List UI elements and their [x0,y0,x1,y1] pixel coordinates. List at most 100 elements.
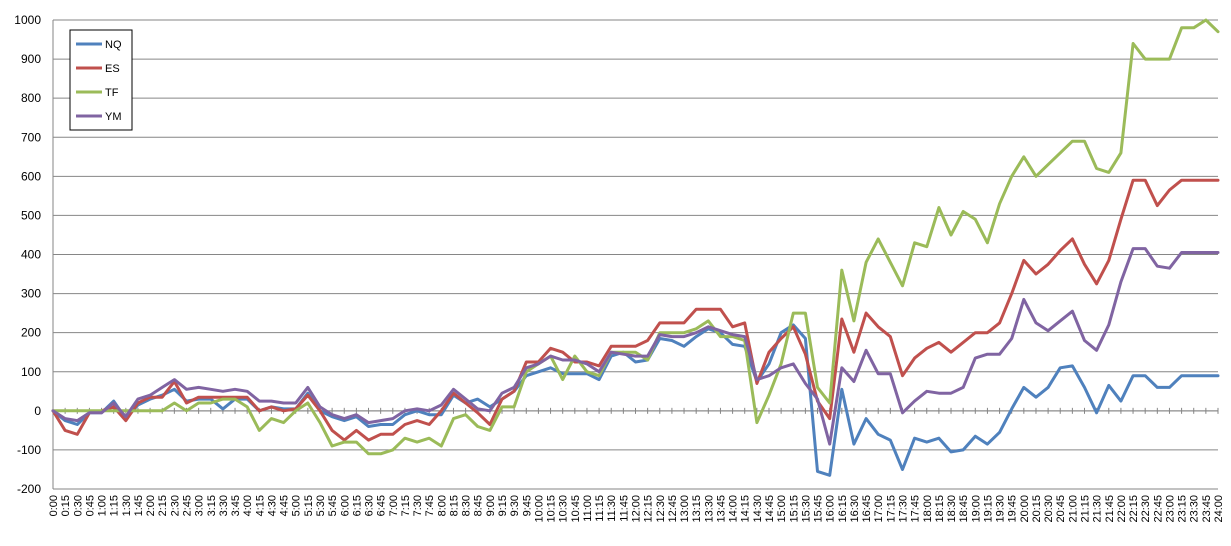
y-tick-label: -200 [17,482,41,496]
x-tick-label: 16:00 [825,495,837,523]
series-line-tf [51,18,1220,456]
x-tick-label: 12:45 [667,495,679,523]
x-tick-label: 5:45 [327,495,339,516]
x-tick-label: 23:15 [1177,495,1189,523]
x-tick-label: 7:45 [424,495,436,516]
x-tick-label: 10:45 [570,495,582,523]
x-tick-label: 24:00 [1213,495,1225,523]
x-tick-label: 8:45 [473,495,485,516]
legend-label-es: ES [105,63,120,75]
x-tick-label: 15:45 [813,495,825,523]
x-tick-label: 21:30 [1092,495,1104,523]
x-tick-label: 11:45 [618,495,630,522]
x-tick-label: 7:15 [400,495,412,516]
x-tick-label: 11:30 [606,495,618,522]
y-tick-label: 300 [21,287,41,301]
y-axis-tick-labels: -200 -100 0 100 200 300 400 500 600 700 800 900 1000 [14,13,41,496]
legend-label-ym: YM [105,111,122,123]
x-tick-label: 7:30 [412,495,424,516]
legend-label-tf: TF [105,87,119,99]
x-tick-label: 15:00 [776,495,788,523]
x-tick-label: 21:45 [1104,495,1116,523]
legend: NQ ES TF YM [69,29,133,131]
x-tick-label: 13:15 [691,495,703,523]
x-tick-label: 5:15 [303,495,315,516]
x-tick-label: 14:30 [752,495,764,523]
legend-box [69,29,133,131]
gridlines [53,19,1218,490]
x-tick-label: 11:00 [582,495,594,522]
y-tick-label: 100 [21,365,41,379]
y-tick-label: 800 [21,91,41,105]
x-tick-label: 7:00 [388,495,400,516]
x-tick-label: 22:30 [1140,495,1152,523]
x-tick-label: 3:00 [194,495,206,516]
x-tick-label: 19:30 [995,495,1007,523]
x-tick-label: 11:15 [594,495,606,522]
x-tick-label: 22:15 [1128,495,1140,523]
x-tick-label: 6:00 [339,495,351,516]
x-tick-label: 6:30 [364,495,376,516]
x-tick-label: 14:15 [740,495,752,523]
y-tick-label: 900 [21,52,41,66]
x-tick-label: 0:30 [72,495,84,516]
x-tick-label: 10:00 [533,495,545,523]
x-tick-label: 4:00 [242,495,254,516]
series-line-ym [51,247,1220,446]
x-tick-label: 9:00 [485,495,497,516]
x-tick-label: 17:30 [897,495,909,523]
x-tick-label: 1:30 [121,495,133,516]
y-tick-label: -100 [17,443,41,457]
legend-label-nq: NQ [105,39,122,51]
x-tick-label: 19:15 [982,495,994,523]
x-tick-label: 14:00 [728,495,740,523]
x-tick-label: 18:15 [934,495,946,523]
x-tick-label: 6:15 [351,495,363,516]
x-tick-label: 13:00 [679,495,691,523]
x-tick-label: 17:00 [873,495,885,523]
x-tick-label: 12:00 [631,495,643,523]
y-tick-label: 400 [21,248,41,262]
x-tick-label: 16:45 [861,495,873,523]
x-tick-label: 9:45 [521,495,533,516]
x-tick-label: 13:45 [715,495,727,523]
x-axis: 0:00 0:15 0:30 0:45 1:00 1:15 1:30 1:45 2:00 2:15… [48,20,1225,523]
x-tick-label: 12:15 [643,495,655,523]
x-tick-label: 17:45 [910,495,922,523]
x-tick-label: 4:45 [279,495,291,516]
x-tick-label: 5:30 [315,495,327,516]
x-tick-label: 17:15 [885,495,897,523]
y-tick-label: 1000 [14,13,41,27]
x-tick-label: 8:00 [436,495,448,516]
x-tick-label: 1:45 [133,495,145,516]
x-tick-label: 12:30 [655,495,667,523]
x-tick-label: 4:30 [266,495,278,516]
x-tick-label: 23:45 [1201,495,1213,523]
y-tick-label: 200 [21,326,41,340]
y-tick-label: 600 [21,169,41,183]
x-tick-label: 16:30 [849,495,861,523]
x-tick-label: 0:00 [48,495,60,516]
x-tick-label: 15:30 [800,495,812,523]
x-tick-label: 13:30 [703,495,715,523]
x-tick-label: 5:00 [291,495,303,516]
x-tick-label: 3:30 [218,495,230,516]
x-tick-label: 1:15 [109,495,121,516]
x-tick-label: 19:45 [1007,495,1019,523]
y-tick-label: 0 [34,404,41,418]
x-tick-label: 20:15 [1031,495,1043,523]
x-tick-label: 23:00 [1164,495,1176,523]
x-tick-label: 20:00 [1019,495,1031,523]
x-tick-label: 18:30 [946,495,958,523]
x-tick-label: 1:00 [97,495,109,516]
y-tick-label: 700 [21,130,41,144]
x-tick-label: 2:45 [181,495,193,516]
x-tick-label: 15:15 [788,495,800,523]
x-tick-label: 14:45 [764,495,776,523]
x-tick-label: 19:00 [970,495,982,523]
x-tick-label: 2:30 [169,495,181,516]
x-tick-label: 3:45 [230,495,242,516]
x-tick-label: 21:15 [1080,495,1092,523]
x-tick-label: 18:00 [922,495,934,523]
